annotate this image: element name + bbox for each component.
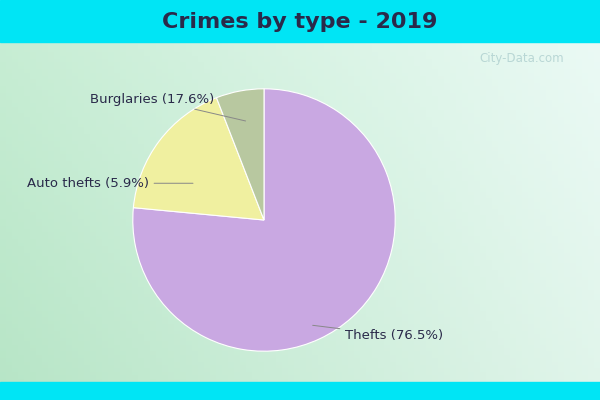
Wedge shape [133, 98, 264, 220]
Wedge shape [133, 89, 395, 351]
Text: Thefts (76.5%): Thefts (76.5%) [313, 325, 443, 342]
Text: Crimes by type - 2019: Crimes by type - 2019 [163, 12, 437, 32]
Wedge shape [217, 89, 264, 220]
Text: City-Data.com: City-Data.com [479, 52, 564, 65]
Text: Burglaries (17.6%): Burglaries (17.6%) [90, 93, 245, 121]
Bar [0, 0, 600, 42]
Text: Auto thefts (5.9%): Auto thefts (5.9%) [26, 177, 193, 190]
Bar [0, 382, 600, 400]
